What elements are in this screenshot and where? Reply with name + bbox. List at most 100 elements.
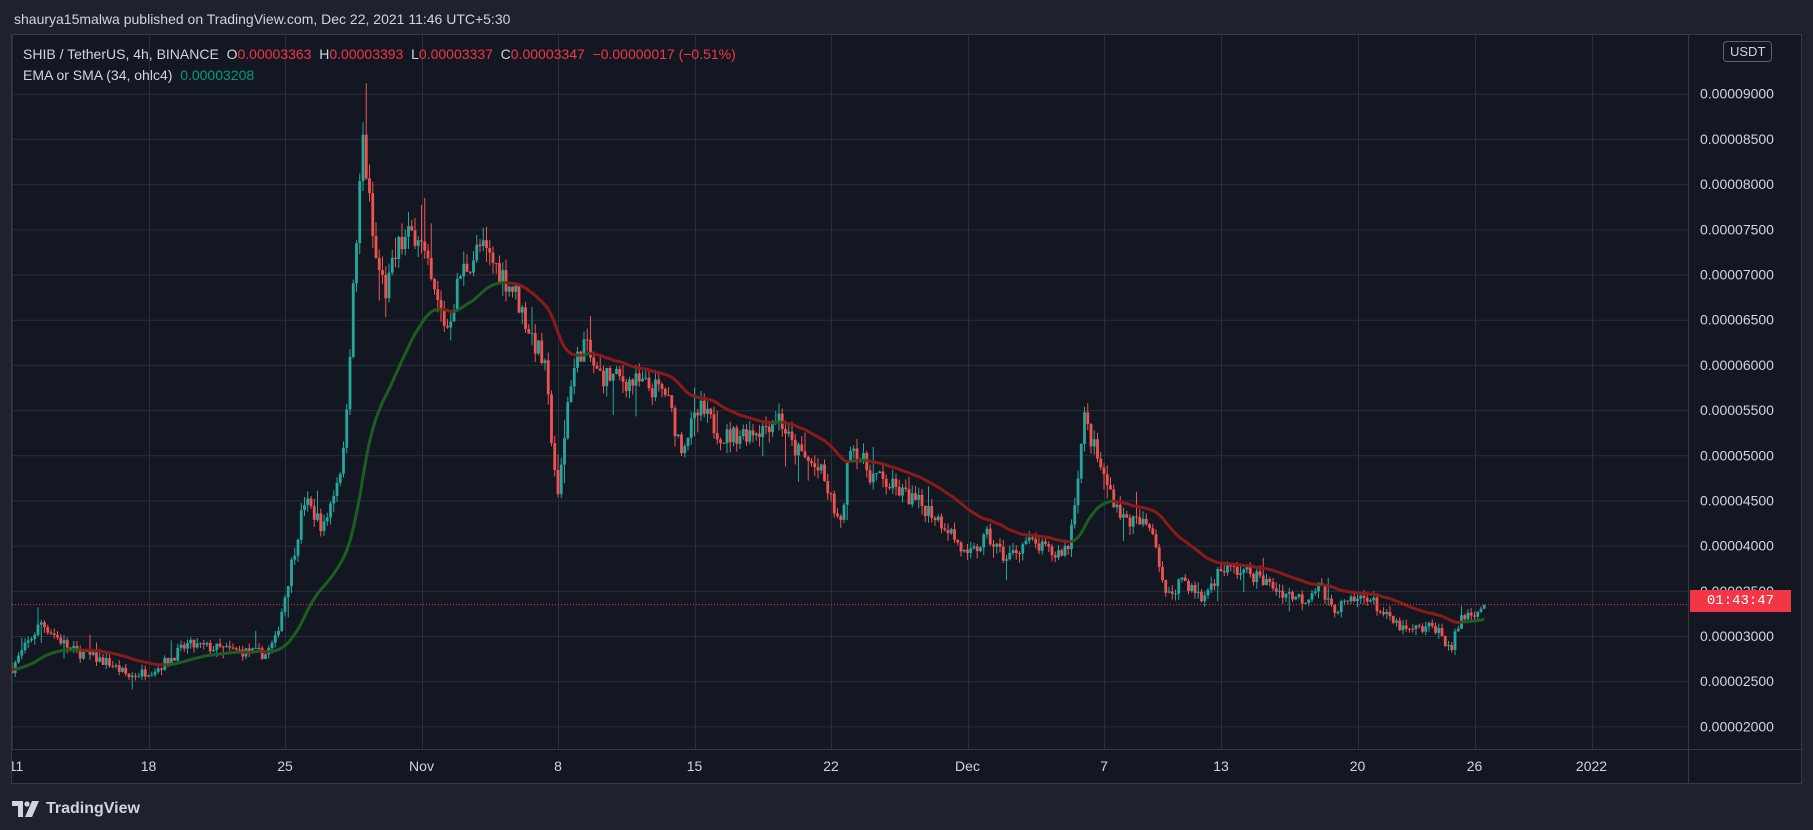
publish-line: shaurya15malwa published on TradingView.… [0,0,1813,34]
candle-body [26,640,30,643]
price-chart[interactable]: 0.000020000.000025000.000030000.00003500… [12,35,1801,783]
candle-body [628,379,631,392]
candle-body [751,430,755,436]
candle-body [1434,625,1437,633]
ema-segment [164,650,243,667]
candle-body [1369,600,1372,602]
price-tick-label: 0.00007000 [1700,267,1774,283]
candle-body [758,433,761,438]
candle-body [969,548,973,554]
candle-body [930,506,934,519]
candle-body [546,360,550,395]
candle-body [1200,591,1203,602]
candle-body [1027,537,1031,541]
candle-body [1057,550,1060,558]
candle-body [1408,628,1411,630]
ema-segment [453,281,507,313]
low-label: L [411,46,419,62]
candle-body [1144,518,1148,525]
candle-body [897,486,901,496]
candle-body [1040,541,1044,551]
candle-body [1193,585,1197,593]
currency-badge[interactable]: USDT [1723,41,1773,62]
candle-body [413,230,417,246]
candle-body [156,668,160,672]
candle-body [637,373,641,382]
candle-body [1414,625,1418,629]
candle-body [816,467,820,471]
candle-body [1044,541,1047,545]
candle-body [1239,573,1242,575]
candle-body [1313,591,1317,594]
candle-body [1401,625,1405,631]
candle-body [121,667,124,672]
candle-body [1037,543,1041,551]
candle-body [839,515,843,520]
candle-body [618,368,622,377]
candle-body [342,447,345,474]
candle-body [228,646,232,648]
time-tick-label: 2022 [1576,758,1607,774]
candle-body [631,379,635,386]
candle-body [728,429,732,443]
candle-body [319,513,323,532]
candle-body [1053,555,1057,558]
candle-body [826,481,830,494]
candle-body [195,643,199,648]
candle-body [1109,485,1112,490]
candle-body [1343,600,1346,602]
ema-segment [505,281,578,357]
candle-body [1479,608,1483,612]
candle-body [1326,598,1330,600]
candle-body [1404,625,1408,629]
candle-body [442,310,446,326]
tradingview-brand[interactable]: TradingView [12,796,140,822]
candle-body [160,668,163,670]
candle-body [104,658,108,665]
candle-body [95,652,98,662]
candle-body [384,274,388,299]
candle-body [888,487,891,489]
candle-body [647,377,651,389]
candle-body [449,321,453,328]
symbol-label[interactable]: SHIB / TetherUS, 4h, BINANCE [23,46,219,62]
candle-body [426,250,430,258]
candle-body [1323,584,1327,600]
price-tick-label: 0.00005500 [1700,402,1774,418]
candle-body [962,549,966,552]
candle-body [1274,588,1278,592]
candle-body [605,368,609,387]
candle-body [1294,596,1298,600]
candle-body [793,439,797,456]
candle-body [1330,598,1333,605]
candle-body [299,510,303,540]
ema-segment [1070,499,1114,543]
candle-body [641,378,644,382]
chart-legend: SHIB / TetherUS, 4h, BINANCE O0.00003363… [23,44,736,86]
candle-body [595,365,599,369]
candle-body [423,241,427,251]
candle-body [702,400,706,414]
candle-body [75,645,79,649]
candle-body [585,339,589,341]
candle-body [36,624,40,635]
candle-body [1066,545,1070,550]
candle-body [1450,645,1454,650]
candle-body [504,270,508,292]
candle-body [137,676,141,678]
candle-body [891,478,895,489]
candle-body [1287,592,1291,594]
candle-body [20,650,24,656]
ema-segment [1113,499,1319,587]
candle-body [823,464,826,482]
ema-segment [1461,617,1485,624]
candle-body [98,657,102,662]
candle-body [849,451,852,463]
candle-body [377,258,381,271]
candle-body [1018,553,1021,555]
candle-body [1453,631,1457,650]
candle-body [842,504,846,520]
candle-body [101,657,105,665]
indicator-name[interactable]: EMA or SMA (34, ohlc4) [23,67,173,83]
candle-body [277,630,280,636]
